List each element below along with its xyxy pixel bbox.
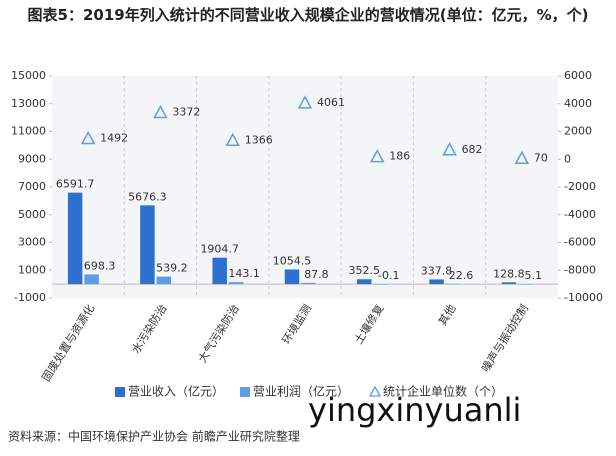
data-label: 1904.7: [200, 243, 239, 256]
bar: [518, 284, 533, 285]
source: 资料来源：中国环境保护产业协会 前瞻产业研究院整理: [8, 429, 300, 444]
x-tick-label: 噪声与振动控制: [478, 302, 531, 375]
triangle-marker: [514, 150, 530, 165]
y2-tick-label: -2000: [564, 180, 596, 193]
data-label: 3372: [172, 105, 200, 118]
bar: [445, 283, 461, 285]
bar: [301, 282, 316, 285]
legend-marker: [240, 387, 250, 397]
y2-tick-label: -6000: [564, 236, 596, 249]
bar: [429, 279, 444, 285]
x-tick-label: 水污染防治: [128, 302, 169, 356]
data-label: 4061: [317, 96, 345, 109]
chart-title: 图表5：2019年列入统计的不同营业收入规模企业的营收情况(单位：亿元，%，个): [27, 6, 589, 24]
data-label: 698.3: [84, 259, 116, 272]
bar: [140, 205, 155, 285]
data-label: 6591.7: [56, 178, 95, 191]
bar: [156, 276, 172, 285]
legend-marker: [115, 387, 125, 397]
data-label: 1366: [245, 133, 273, 146]
y-tick-label: 11000: [11, 125, 46, 138]
triangle-marker: [225, 132, 240, 147]
y2-tick-label: -10000: [564, 291, 603, 304]
y2-tick-label: 6000: [564, 69, 592, 82]
data-label: 337.8: [421, 264, 453, 277]
bar: [84, 274, 99, 285]
y2-tick-label: -8000: [564, 263, 596, 276]
x-tick-label: 其他: [436, 302, 459, 328]
x-tick-label: 土壤修复: [351, 302, 386, 347]
y-tick-label: 7000: [18, 180, 46, 193]
data-label: 22.6: [449, 269, 474, 282]
legend-label: 统计企业单位数（个）: [383, 384, 503, 399]
triangle-marker: [370, 149, 385, 163]
triangle-marker: [153, 104, 168, 119]
y2-tick-label: -4000: [564, 208, 596, 221]
y-tick-label: 5000: [18, 208, 46, 221]
data-label: 5.1: [525, 269, 543, 282]
data-label: 1492: [100, 132, 128, 145]
bar: [284, 269, 300, 285]
x-tick-label: 大气污染防治: [195, 302, 242, 365]
y2-tick-label: 0: [564, 152, 571, 165]
legend-label: 营业收入（亿元）: [128, 384, 224, 399]
legend-label: 营业利润（亿元）: [253, 384, 349, 399]
data-label: 682: [462, 143, 483, 156]
legend-marker: [368, 385, 382, 397]
triangle-marker: [442, 142, 457, 156]
bar: [501, 282, 517, 285]
data-label: 143.1: [228, 267, 260, 280]
bar: [228, 282, 244, 285]
y-tick-label: 15000: [11, 69, 46, 82]
plot-area: [52, 76, 558, 298]
bar: [212, 257, 227, 285]
data-label: 5676.3: [128, 190, 167, 203]
data-label: 87.8: [304, 268, 329, 281]
data-label: 70: [534, 151, 548, 164]
data-label: 186: [389, 150, 410, 163]
y2-tick-label: 4000: [564, 97, 592, 110]
y-tick-label: 13000: [11, 97, 46, 110]
x-tick-label: 环境监测: [279, 302, 314, 347]
y-tick-label: 1000: [18, 263, 46, 276]
y2-tick-label: 2000: [564, 125, 592, 138]
triangle-marker: [80, 130, 96, 145]
triangle-marker: [297, 95, 313, 109]
y-tick-label: -1000: [14, 291, 46, 304]
data-label: 539.2: [156, 262, 188, 275]
bar: [357, 279, 372, 285]
data-label: 352.5: [349, 264, 381, 277]
y-tick-label: 3000: [18, 236, 46, 249]
data-label: 1054.5: [273, 254, 312, 267]
y-tick-label: 9000: [18, 152, 46, 165]
x-tick-label: 固废处置与资源化: [39, 302, 98, 384]
data-label: -0.1: [378, 269, 399, 282]
bar: [373, 284, 388, 285]
watermark: yingxinyuanli: [308, 391, 521, 429]
bar: [67, 192, 83, 285]
data-label: 128.8: [493, 267, 525, 280]
